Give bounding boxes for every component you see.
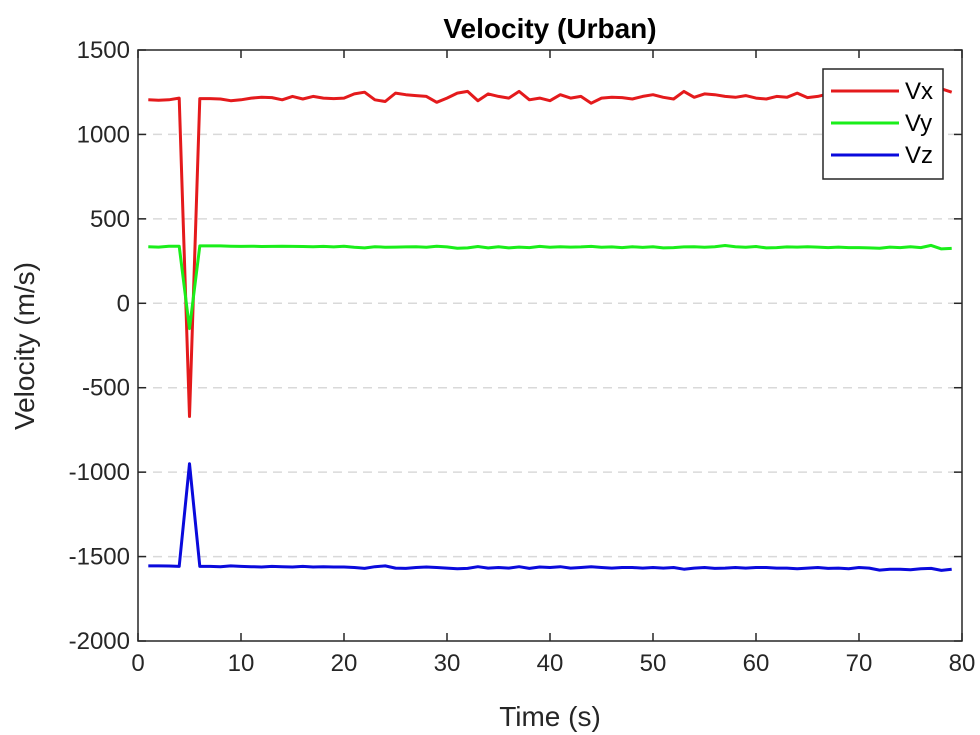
y-tick-label: 1500	[77, 37, 130, 64]
x-tick-label: 0	[131, 650, 144, 677]
y-tick-label: 0	[117, 290, 130, 317]
x-tick-label: 80	[949, 650, 976, 677]
y-tick-label: -1500	[69, 544, 130, 571]
x-tick-label: 40	[537, 650, 564, 677]
x-tick-label: 30	[434, 650, 461, 677]
legend-label-vz: Vz	[905, 142, 933, 169]
series-line-vx	[148, 87, 953, 418]
y-axis-label: Velocity (m/s)	[9, 262, 40, 430]
y-tick-label: 500	[90, 206, 130, 233]
chart-title: Velocity (Urban)	[443, 13, 656, 44]
series-line-vy	[148, 243, 952, 331]
x-tick-label: 60	[743, 650, 770, 677]
x-tick-label: 50	[640, 650, 667, 677]
y-tick-label: 1000	[77, 121, 130, 148]
legend-label-vx: Vx	[905, 78, 933, 105]
series-lines	[148, 87, 953, 572]
gridlines	[138, 133, 962, 558]
legend-label-vy: Vy	[905, 110, 932, 137]
legend: Vx Vy Vz	[822, 68, 944, 180]
y-tick-label: -500	[82, 375, 130, 402]
x-axis-label: Time (s)	[499, 701, 601, 732]
y-tick-label: -1000	[69, 459, 130, 486]
x-tick-label: 70	[846, 650, 873, 677]
y-tick-label: -2000	[69, 628, 130, 655]
x-tick-label: 20	[331, 650, 358, 677]
series-line-vz	[148, 462, 952, 572]
x-tick-label: 10	[228, 650, 255, 677]
